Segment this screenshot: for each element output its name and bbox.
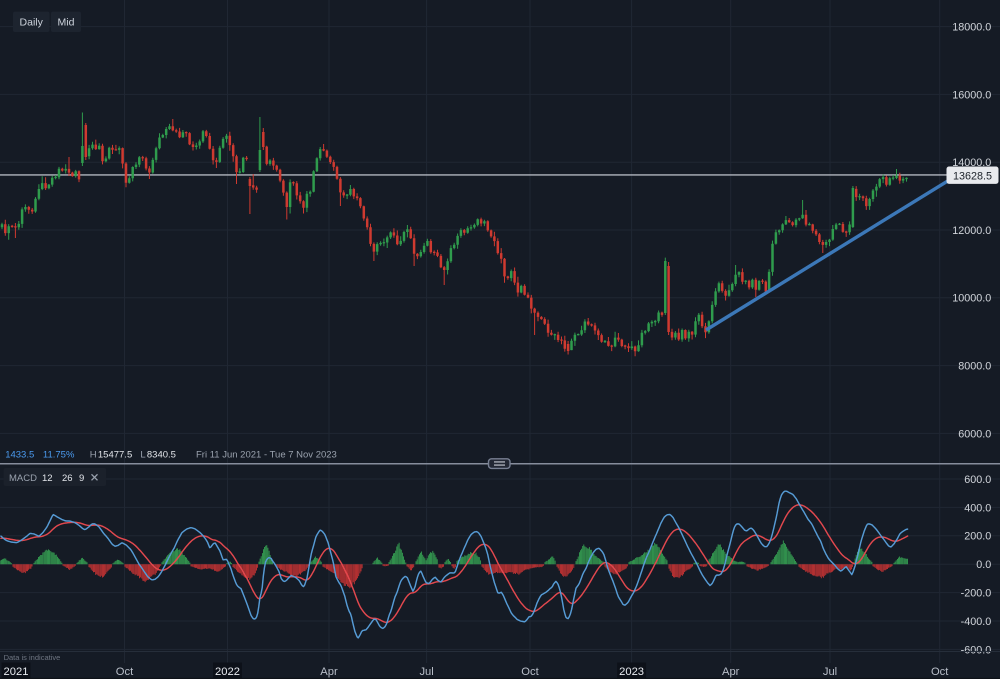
svg-text:14000.0: 14000.0 [952,157,991,169]
svg-text:2022: 2022 [215,666,240,678]
svg-text:15477.5: 15477.5 [98,450,132,461]
svg-text:Jul: Jul [419,666,433,678]
svg-text:2021: 2021 [4,666,29,678]
svg-text:Jul: Jul [823,666,837,678]
svg-text:H: H [90,450,97,461]
svg-text:16000.0: 16000.0 [952,89,991,101]
svg-text:Fri 11 Jun 2021 - Tue 7 Nov 20: Fri 11 Jun 2021 - Tue 7 Nov 2023 [196,450,337,461]
svg-text:-600.0: -600.0 [961,644,992,656]
svg-text:13628.5: 13628.5 [953,170,992,182]
svg-text:9: 9 [79,473,84,484]
svg-text:1433.5: 1433.5 [5,450,34,461]
svg-text:8340.5: 8340.5 [147,450,176,461]
svg-text:11.75%: 11.75% [43,450,75,461]
svg-text:Oct: Oct [521,666,539,678]
svg-text:-200.0: -200.0 [961,588,992,600]
svg-text:0.0: 0.0 [976,559,991,571]
svg-text:200.0: 200.0 [964,531,991,543]
svg-text:6000.0: 6000.0 [958,428,991,440]
svg-text:8000.0: 8000.0 [958,361,991,373]
svg-text:12: 12 [42,473,53,484]
svg-text:Oct: Oct [931,666,949,678]
svg-text:26: 26 [62,473,73,484]
svg-text:18000.0: 18000.0 [952,22,991,34]
svg-text:12000.0: 12000.0 [952,225,991,237]
svg-text:Daily: Daily [20,17,44,29]
svg-text:2023: 2023 [619,666,644,678]
svg-text:Data is indicative: Data is indicative [4,653,61,662]
svg-text:Mid: Mid [58,17,75,29]
svg-text:600.0: 600.0 [964,474,991,486]
svg-text:L: L [140,450,145,461]
svg-text:-400.0: -400.0 [961,616,992,628]
svg-text:MACD: MACD [9,473,37,484]
svg-text:Apr: Apr [722,666,740,678]
svg-text:400.0: 400.0 [964,502,991,514]
svg-text:10000.0: 10000.0 [952,293,991,305]
svg-text:Apr: Apr [320,666,338,678]
svg-text:Oct: Oct [116,666,134,678]
